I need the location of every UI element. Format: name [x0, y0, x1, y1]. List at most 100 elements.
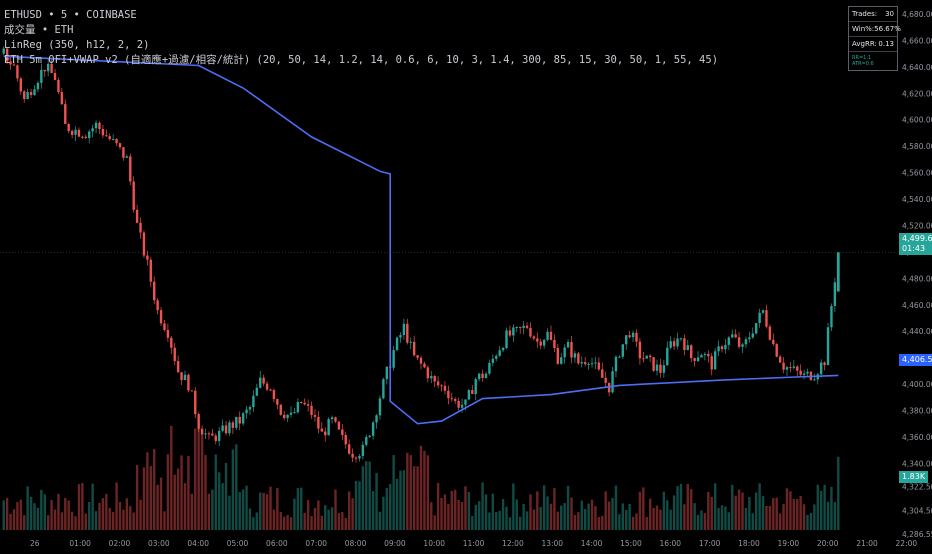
candle-body: [758, 312, 761, 324]
candle-body: [819, 362, 823, 375]
chart-legend: ETHUSD • 5 • COINBASE 成交量 • ETH LinReg (…: [4, 8, 718, 68]
candle-body: [9, 61, 12, 65]
volume-bar: [467, 492, 471, 530]
volume-bar: [491, 493, 495, 530]
avgrr-label: AvgRR:: [852, 40, 877, 48]
volume-bar: [358, 481, 361, 530]
candle-body: [402, 323, 406, 336]
volume-bar: [477, 501, 481, 530]
candle-body: [556, 347, 560, 364]
volume-bar: [426, 455, 430, 530]
volume-bar: [170, 425, 173, 530]
volume-bar: [248, 508, 252, 530]
volume-bar: [454, 489, 457, 530]
candle-body: [802, 373, 806, 375]
volume-bar: [662, 491, 666, 530]
candle-body: [618, 356, 621, 358]
candle-body: [115, 138, 118, 144]
candle-body: [765, 310, 768, 327]
candle-body: [259, 377, 262, 388]
candle-body: [77, 129, 81, 137]
candle-body: [761, 310, 765, 313]
volume-bar: [300, 487, 303, 530]
candle-body: [679, 338, 683, 340]
x-axis-tick-label: 10:00: [423, 539, 445, 548]
candle-body: [642, 358, 645, 360]
volume-bar: [433, 515, 436, 530]
candle-body: [399, 335, 402, 338]
symbol-legend[interactable]: ETHUSD • 5 • COINBASE: [4, 9, 137, 21]
volume-bar: [259, 492, 262, 530]
candle-body: [666, 347, 669, 366]
volume-bar: [88, 502, 91, 530]
volume-bar: [590, 499, 594, 530]
candle-body: [279, 404, 282, 415]
candle-body: [16, 65, 19, 79]
volume-bar: [583, 508, 587, 530]
volume-bar: [214, 454, 217, 530]
candle-body: [467, 390, 471, 400]
candle-body: [320, 428, 324, 432]
candle-body: [525, 325, 529, 328]
volume-bar: [488, 512, 491, 530]
avgrr-row: AvgRR: 0.13: [849, 37, 897, 52]
candle-body: [477, 373, 481, 380]
candle-body: [241, 413, 245, 424]
volume-bar: [703, 513, 707, 530]
y-axis-tick-label: 4,520.00: [902, 221, 932, 230]
candle-body: [710, 356, 713, 370]
volume-bar: [799, 496, 802, 530]
candle-body: [98, 122, 101, 130]
volume-bar: [265, 494, 269, 530]
volume-bar: [628, 503, 631, 530]
volume-bar: [826, 501, 830, 530]
candle-body: [214, 435, 217, 441]
volume-bar: [313, 507, 317, 530]
candle-body: [163, 323, 166, 330]
volume-bar: [204, 455, 207, 530]
volume-bar: [16, 502, 19, 530]
candle-body: [703, 353, 707, 356]
volume-bar: [272, 509, 276, 530]
volume-bar: [816, 484, 819, 530]
candle-body: [129, 156, 132, 182]
candle-body: [635, 332, 638, 342]
linreg-indicator-legend[interactable]: LinReg (350, h12, 2, 2): [4, 39, 150, 51]
volume-bar: [46, 515, 50, 530]
candle-body: [727, 337, 731, 345]
candle-body: [522, 325, 525, 329]
x-axis-tick-label: 26: [30, 539, 40, 548]
candle-body: [142, 232, 146, 256]
volume-bar: [5, 497, 9, 530]
candle-body: [180, 372, 183, 381]
volume-bar: [577, 512, 580, 530]
volume-bar: [142, 467, 146, 530]
volume-bar: [741, 492, 744, 530]
candle-body: [536, 338, 539, 342]
volume-bar: [737, 489, 741, 530]
volume-bar: [563, 502, 566, 530]
candle-body: [300, 401, 303, 403]
volume-bar: [224, 462, 228, 530]
x-axis-tick-label: 12:00: [502, 539, 524, 548]
x-axis-tick-label: 11:00: [463, 539, 485, 548]
candle-body: [830, 305, 833, 328]
candle-body: [546, 331, 549, 340]
ofi-vwap-indicator-legend[interactable]: ETH 5m OFI+VWAP v2 (自適應+過濾/相容/統計) (20, 5…: [4, 54, 719, 66]
volume-bar: [652, 507, 655, 530]
volume-bar: [686, 483, 689, 530]
volume-bar: [495, 511, 498, 530]
candle-body: [652, 357, 655, 371]
volume-bar: [666, 500, 669, 530]
volume-indicator-legend[interactable]: 成交量 • ETH: [4, 24, 74, 36]
volume-bar: [601, 515, 604, 530]
volume-bar: [26, 486, 29, 530]
volume-bar: [382, 496, 385, 530]
candle-body: [416, 355, 419, 358]
candle-body: [806, 371, 809, 374]
volume-bar: [371, 491, 375, 530]
volume-bar: [782, 503, 785, 530]
volume-bar: [833, 502, 837, 530]
